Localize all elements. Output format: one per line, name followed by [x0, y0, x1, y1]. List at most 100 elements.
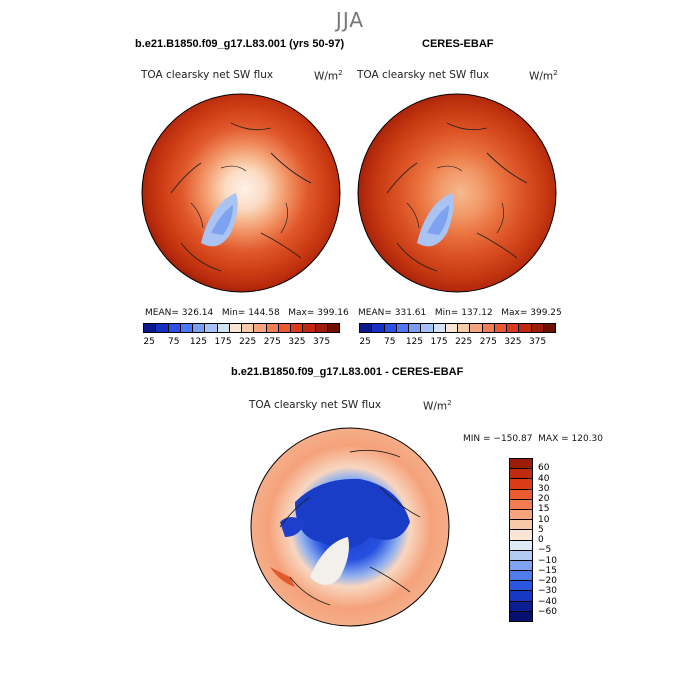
diff-variable-label: TOA clearsky net SW flux	[249, 399, 382, 411]
model-colorbar	[143, 323, 340, 333]
colorbar-tick-label: 325	[504, 337, 522, 347]
colorbar-swatch	[315, 324, 328, 332]
colorbar-swatch	[144, 324, 157, 332]
model-units-label: W/m2	[314, 69, 343, 83]
colorbar-swatch	[543, 324, 555, 332]
colorbar-tick-label: 175	[214, 337, 232, 347]
colorbar-tick-label: 225	[239, 337, 257, 347]
diff-units-label: W/m2	[423, 399, 452, 413]
colorbar-swatch	[372, 324, 385, 332]
colorbar-swatch	[510, 591, 532, 602]
colorbar-swatch	[510, 581, 532, 592]
colorbar-swatch	[507, 324, 520, 332]
colorbar-tick-label: 20	[538, 494, 550, 504]
colorbar-tick-label: 125	[189, 337, 207, 347]
colorbar-tick-label: −20	[538, 576, 557, 586]
colorbar-swatch	[510, 560, 532, 572]
colorbar-swatch	[396, 324, 409, 332]
colorbar-swatch	[193, 324, 206, 332]
colorbar-swatch	[433, 324, 446, 332]
colorbar-swatch	[510, 499, 532, 510]
colorbar-swatch	[470, 324, 483, 332]
colorbar-swatch	[242, 324, 255, 332]
colorbar-swatch	[421, 324, 434, 332]
colorbar-swatch	[510, 509, 532, 521]
colorbar-swatch	[229, 324, 242, 332]
diff-colorbar	[509, 458, 533, 622]
colorbar-swatch	[384, 324, 397, 332]
colorbar-tick-label: −15	[538, 565, 557, 576]
obs-case-label: CERES-EBAF	[422, 38, 494, 50]
colorbar-tick-label: 275	[263, 337, 281, 347]
colorbar-tick-label: 375	[528, 337, 547, 347]
colorbar-tick-label: 60	[538, 463, 550, 474]
obs-colorbar	[359, 323, 556, 333]
colorbar-swatch	[482, 324, 495, 332]
colorbar-tick-label: 225	[455, 337, 473, 347]
diff-stats: MIN = −150.87 MAX = 120.30	[463, 434, 604, 444]
colorbar-swatch	[168, 324, 181, 332]
model-polar-map	[141, 93, 341, 293]
colorbar-swatch	[360, 324, 373, 332]
colorbar-swatch	[510, 479, 532, 490]
colorbar-tick-label: 10	[538, 514, 550, 525]
colorbar-swatch	[510, 611, 532, 621]
colorbar-tick-label: −30	[538, 586, 557, 597]
colorbar-swatch	[254, 324, 267, 332]
colorbar-swatch	[510, 489, 532, 500]
diff-polar-map	[250, 427, 450, 627]
colorbar-tick-label: 275	[479, 337, 497, 347]
colorbar-swatch	[217, 324, 230, 332]
colorbar-tick-label: 375	[312, 337, 331, 347]
colorbar-swatch	[510, 550, 532, 561]
colorbar-swatch	[291, 324, 304, 332]
colorbar-tick-label: 75	[384, 337, 396, 347]
colorbar-tick-label: 175	[430, 337, 448, 347]
obs-stats: MEAN= 331.61 Min= 137.12 Max= 399.25	[358, 308, 562, 318]
colorbar-swatch	[510, 469, 532, 480]
colorbar-tick-label: 75	[168, 337, 180, 347]
colorbar-swatch	[266, 324, 279, 332]
obs-polar-map	[357, 93, 557, 293]
colorbar-tick-label: −10	[538, 555, 557, 566]
colorbar-swatch	[519, 324, 532, 332]
colorbar-tick-label: −40	[538, 596, 557, 607]
colorbar-swatch	[494, 324, 507, 332]
colorbar-tick-label: −5	[538, 545, 552, 556]
colorbar-tick-label: −60	[538, 606, 557, 617]
colorbar-swatch	[510, 571, 532, 582]
colorbar-swatch	[445, 324, 458, 332]
colorbar-tick-label: 40	[538, 473, 550, 484]
colorbar-swatch	[156, 324, 169, 332]
colorbar-tick-label: 325	[288, 337, 306, 347]
colorbar-swatch	[205, 324, 218, 332]
obs-variable-label: TOA clearsky net SW flux	[357, 69, 490, 81]
colorbar-swatch	[510, 601, 532, 612]
colorbar-swatch	[409, 324, 422, 332]
colorbar-tick-label: 30	[538, 483, 550, 494]
colorbar-swatch	[303, 324, 316, 332]
season-title: JJA	[335, 8, 365, 32]
model-case-label: b.e21.B1850.f09_g17.L83.001 (yrs 50-97)	[135, 38, 345, 50]
colorbar-tick-label: 25	[143, 337, 155, 347]
colorbar-swatch	[458, 324, 471, 332]
colorbar-swatch	[180, 324, 193, 332]
colorbar-tick-label: 125	[405, 337, 423, 347]
obs-units-label: W/m2	[529, 69, 558, 83]
colorbar-swatch	[510, 459, 532, 470]
colorbar-tick-label: 15	[538, 504, 550, 515]
model-colorbar-labels: 25 75 125 175 225 275 325 375	[143, 337, 340, 349]
colorbar-swatch	[510, 540, 532, 551]
model-stats: MEAN= 326.14 Min= 144.58 Max= 399.16	[145, 308, 349, 318]
colorbar-tick-label: 0	[538, 535, 544, 545]
diff-case-label: b.e21.B1850.f09_g17.L83.001 - CERES-EBAF	[231, 366, 464, 378]
colorbar-swatch	[510, 520, 532, 531]
diff-colorbar-labels: 60 40 30 20 15 10 5 0 −5 −10 −15 −20 −30 −40 −60	[538, 458, 578, 622]
colorbar-swatch	[510, 530, 532, 541]
colorbar-tick-label: 5	[538, 524, 544, 535]
colorbar-swatch	[531, 324, 544, 332]
colorbar-tick-label: 25	[359, 337, 371, 347]
obs-colorbar-labels: 25 75 125 175 225 275 325 375	[359, 337, 556, 349]
colorbar-swatch	[327, 324, 339, 332]
model-variable-label: TOA clearsky net SW flux	[141, 69, 274, 81]
